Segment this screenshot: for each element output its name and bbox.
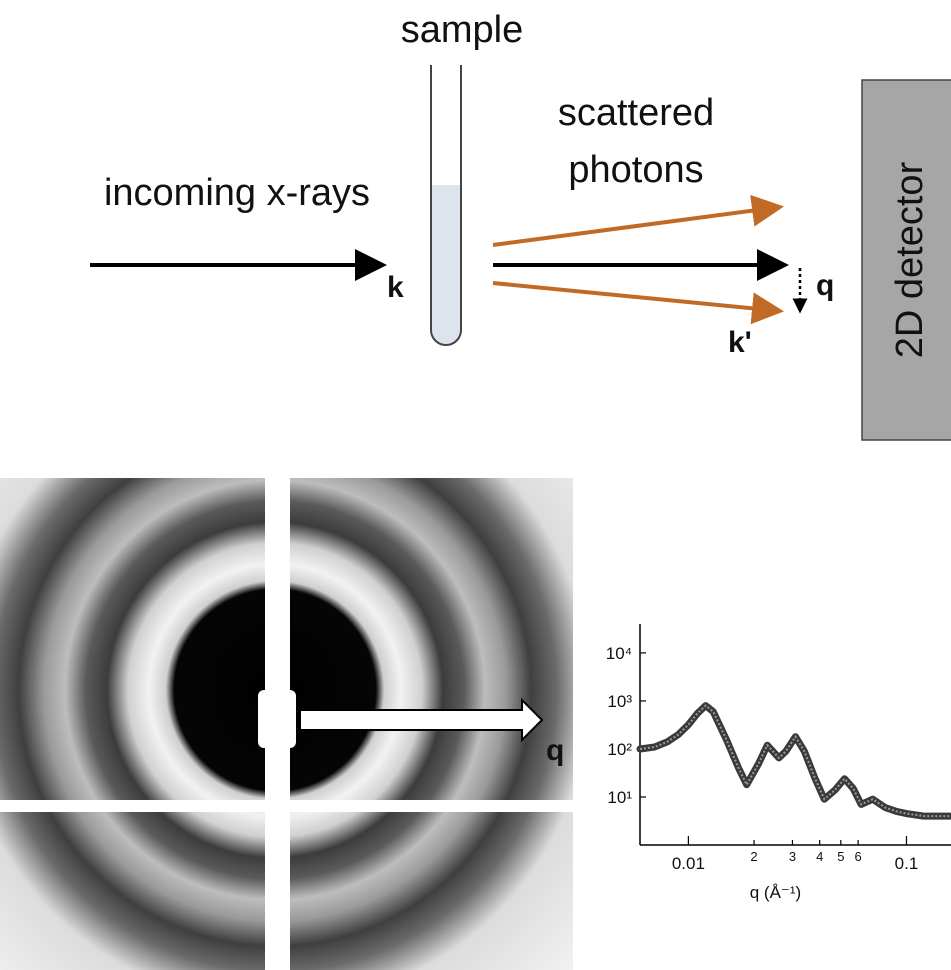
scattering-image [0,478,573,970]
image-q-label: q [546,734,564,767]
x-tick-label: 4 [816,849,823,864]
y-tick-label: 10¹ [607,788,632,807]
y-tick-label: 10³ [607,692,632,711]
incoming-label: incoming x-rays [104,172,370,214]
x-tick-label: 5 [837,849,844,864]
q-label: q [816,269,834,302]
x-axis-label: q (Å⁻¹) [750,883,801,902]
data-curve [640,706,951,817]
k-prime-label: k' [728,326,752,359]
figure: sample scattered photons incoming x-rays… [0,0,951,970]
scattered-label: scattered [558,92,714,134]
sample-label: sample [401,9,524,51]
x-tick-label: 0.1 [895,854,919,873]
x-tick-label: 3 [789,849,796,864]
y-tick-label: 10⁴ [606,644,632,663]
scattered-label: photons [568,149,703,191]
detector-label: 2D detector [889,161,931,358]
scattered-arrow [493,283,780,311]
x-tick-label: 2 [750,849,757,864]
x-tick-label: 6 [854,849,861,864]
x-tick-label: 0.01 [672,854,705,873]
test-tube [431,65,461,345]
y-tick-label: 10² [607,740,632,759]
scattered-arrow [493,207,780,245]
k-label: k [387,271,404,304]
